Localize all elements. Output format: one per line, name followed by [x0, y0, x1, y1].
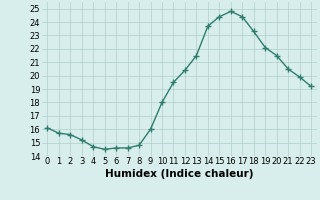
X-axis label: Humidex (Indice chaleur): Humidex (Indice chaleur) — [105, 169, 253, 179]
